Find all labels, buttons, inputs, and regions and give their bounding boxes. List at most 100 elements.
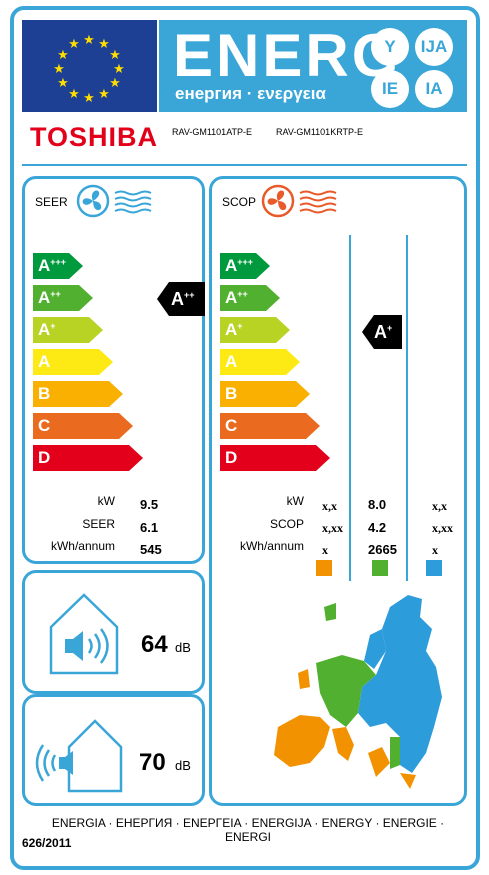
- cooling-panel: SEER A +++ A ++ A + A B C D A++ kW SEER kWh/annum…: [22, 176, 205, 564]
- zone-divider-right: [406, 235, 408, 581]
- warmer-kwh: x: [432, 543, 438, 557]
- scop-bar-label: A: [225, 256, 238, 275]
- scop-bar-6: D: [220, 445, 330, 471]
- seer-bar-label: A: [38, 320, 51, 339]
- energy-word: ENERG: [173, 22, 402, 89]
- regulation-number: 626/2011: [22, 836, 72, 850]
- scop-rating-arrow: A+: [362, 315, 402, 349]
- scop-bar-label: A: [225, 352, 238, 371]
- seer-rating-base: A: [171, 288, 184, 309]
- outdoor-noise-panel: 70 dB: [22, 694, 205, 806]
- brand-name: TOSHIBA: [30, 122, 159, 152]
- model-outdoor: RAV-GM1101KRTP-E: [276, 127, 364, 137]
- svg-text:★: ★: [53, 62, 65, 77]
- seer-bar-label: A: [38, 352, 51, 371]
- scop-bar-sup: ++: [237, 289, 248, 299]
- seer-rating-arrow: A++: [157, 282, 205, 316]
- svg-text:★: ★: [68, 37, 80, 52]
- zone-divider-left: [349, 235, 351, 581]
- scop-bar-2: A +: [220, 317, 290, 343]
- scop-kwh-label: kWh/annum: [239, 539, 304, 553]
- average-kwh: 2665: [368, 542, 397, 557]
- scop-bar-label: D: [225, 448, 238, 467]
- divider: [22, 164, 467, 166]
- outdoor-noise-unit: dB: [175, 758, 191, 773]
- seer-bar-1: A ++: [33, 285, 93, 311]
- seer-seer-value: 6.1: [140, 520, 159, 535]
- seer-bar-sup: +++: [50, 257, 67, 267]
- indoor-speaker-icon: [49, 593, 119, 675]
- seer-rating-sup: ++: [184, 289, 195, 300]
- warmer-kw: x,x: [432, 499, 447, 513]
- brand-row: TOSHIBA RAV-GM1101ATP-E RAV-GM1101KRTP-E: [22, 122, 467, 152]
- seer-seer-label: SEER: [82, 517, 115, 531]
- energy-banner: ENERG енергия · ενεργεια Y IJA IE IA: [159, 20, 467, 112]
- scop-bar-label: B: [225, 384, 238, 403]
- seer-bar-0: A +++: [33, 253, 83, 279]
- eu-stars-icon: ★ ★★ ★★★ ★★★ ★★★: [53, 33, 125, 106]
- energy-subtitle: енергия · ενεργεια: [175, 84, 326, 103]
- svg-text:★: ★: [113, 62, 125, 77]
- scop-rating-sup: +: [387, 322, 393, 333]
- seer-kw-label: kW: [97, 494, 115, 508]
- scop-rating-base: A: [374, 321, 387, 342]
- svg-text:★: ★: [68, 87, 80, 102]
- svg-text:★: ★: [57, 48, 69, 63]
- svg-text:★: ★: [83, 33, 95, 48]
- seer-bar-label: D: [38, 448, 51, 467]
- seer-bar-label: A: [38, 288, 51, 307]
- suffix-ia: IA: [415, 70, 453, 108]
- seer-bar-label: B: [38, 384, 51, 403]
- seer-title: SEER: [35, 195, 68, 209]
- seer-bar-sup: +: [50, 321, 56, 331]
- seer-bar-label: A: [38, 256, 51, 275]
- seer-bar-sup: ++: [50, 289, 61, 299]
- eu-flag: ★ ★ ★ ★ ★ ★ ★ ★ ★ ★ ★ ★: [22, 20, 157, 112]
- outdoor-noise-value: 70: [139, 749, 166, 776]
- scop-bar-label: A: [225, 320, 238, 339]
- outdoor-speaker-icon: [35, 719, 123, 793]
- zone-average-square: [372, 560, 388, 576]
- scop-bar-5: C: [220, 413, 320, 439]
- seer-bar-3: A: [33, 349, 113, 375]
- scop-title: SCOP: [222, 195, 257, 209]
- suffix-ija: IJA: [415, 28, 453, 66]
- indoor-noise-value: 64: [141, 631, 168, 658]
- colder-kwh: x: [322, 543, 328, 557]
- scop-bar-0: A +++: [220, 253, 270, 279]
- average-kw: 8.0: [368, 497, 387, 512]
- suffix-y: Y: [371, 28, 409, 66]
- seer-bar-2: A +: [33, 317, 103, 343]
- seer-bar-6: D: [33, 445, 143, 471]
- scop-bar-3: A: [220, 349, 300, 375]
- svg-text:★: ★: [109, 76, 121, 91]
- seer-bar-5: C: [33, 413, 133, 439]
- scop-scop-label: SCOP: [269, 517, 304, 531]
- scop-bar-label: A: [225, 288, 238, 307]
- seer-bar-label: C: [38, 416, 51, 435]
- scop-bar-sup: +++: [237, 257, 254, 267]
- average-scop: 4.2: [368, 520, 387, 535]
- scop-bar-1: A ++: [220, 285, 280, 311]
- europe-climate-map: [274, 595, 442, 789]
- header: ★ ★ ★ ★ ★ ★ ★ ★ ★ ★ ★ ★ ENERG енергия · ενεργεια…: [22, 20, 467, 112]
- heating-panel: SCOP A +++ A ++ A + A B C D A+ kW SCOP kWh/annum …: [209, 176, 467, 806]
- svg-text:★: ★: [57, 76, 69, 91]
- model-indoor: RAV-GM1101ATP-E: [172, 127, 253, 137]
- colder-scop: x,xx: [322, 521, 343, 535]
- svg-text:★: ★: [83, 91, 95, 106]
- svg-text:★: ★: [98, 87, 110, 102]
- energy-languages: ENERGIA · ЕНЕРГИЯ · ΕΝΕΡΓΕΙΑ · ENERGIJA …: [51, 816, 445, 844]
- zone-colder-square: [316, 560, 332, 576]
- warmer-scop: x,xx: [432, 521, 453, 535]
- svg-text:★: ★: [98, 37, 110, 52]
- seer-kw-value: 9.5: [140, 497, 159, 512]
- seer-bar-4: B: [33, 381, 123, 407]
- suffix-ie: IE: [371, 70, 409, 108]
- scop-bar-label: C: [225, 416, 238, 435]
- scop-bar-4: B: [220, 381, 310, 407]
- scop-bar-sup: +: [237, 321, 243, 331]
- seer-kwh-label: kWh/annum: [50, 539, 115, 553]
- scop-kw-label: kW: [286, 494, 304, 508]
- indoor-noise-panel: 64 dB: [22, 570, 205, 694]
